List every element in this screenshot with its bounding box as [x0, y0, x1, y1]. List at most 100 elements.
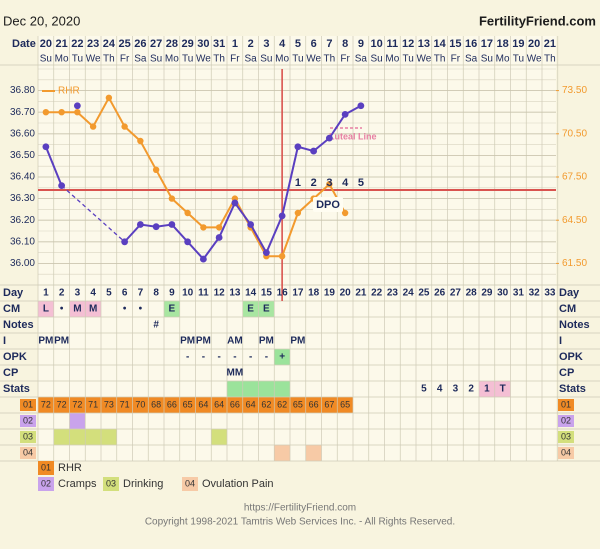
y-tick-label: 36.80 — [10, 85, 35, 96]
row-label: I — [3, 335, 6, 347]
rhr-cell-fill — [148, 397, 164, 413]
code-label: 01 — [23, 399, 33, 409]
cell-text: PM — [180, 336, 195, 347]
cell-text: MM — [227, 368, 244, 379]
rhr-point — [58, 109, 65, 116]
day-number: 17 — [292, 288, 304, 299]
date-label: 6 — [311, 38, 317, 50]
day-number: 3 — [75, 288, 81, 299]
weekday-label: Su — [260, 54, 272, 65]
legend-code: 04 — [185, 478, 195, 488]
day-number: 10 — [182, 288, 194, 299]
code-label: 03 — [23, 431, 33, 441]
row-label: Notes — [3, 319, 34, 331]
weekday-label: Sa — [134, 54, 147, 65]
temp-point — [278, 212, 286, 220]
rhr-cell-fill — [290, 397, 306, 413]
weekday-label: Fr — [230, 54, 240, 65]
rhr-cell-value: 72 — [41, 399, 51, 409]
legend-text: RHR — [58, 462, 82, 474]
row-label: CP — [559, 367, 574, 379]
rhr-point — [89, 123, 97, 130]
x-axis-label: Date — [12, 38, 36, 50]
symptom-cell-fill — [69, 429, 86, 445]
date-label: 17 — [481, 38, 493, 50]
cell-fill — [258, 381, 275, 397]
rhr-cell-value: 71 — [88, 399, 98, 409]
day-number: 23 — [387, 288, 399, 299]
date-label: 9 — [358, 38, 364, 50]
weekday-label: Th — [434, 54, 446, 65]
cell-text: L — [43, 304, 49, 315]
cell-text: + — [279, 352, 285, 363]
rhr-cell-fill — [305, 397, 322, 413]
legend-swatch — [38, 477, 54, 491]
date-label: 1 — [232, 38, 238, 50]
day-number: 15 — [261, 288, 273, 299]
cell-text: PM — [38, 336, 53, 347]
y2-tick-label: 67.50 — [562, 172, 587, 183]
row-label: CM — [3, 303, 20, 315]
rhr-cell-fill — [321, 397, 338, 413]
date-label: 8 — [342, 38, 348, 50]
weekday-label: Mo — [275, 54, 289, 65]
footer-url[interactable]: https://FertilityFriend.com — [244, 503, 356, 514]
y-tick-label: 36.20 — [10, 215, 35, 226]
y-tick-label: 36.10 — [10, 236, 35, 247]
cell-text: • — [60, 304, 64, 315]
weekday-label: We — [196, 54, 211, 65]
day-number: 21 — [355, 288, 367, 299]
temp-point — [73, 102, 81, 110]
date-label: 21 — [56, 38, 68, 50]
date-label: 20 — [40, 38, 52, 50]
rhr-cell-fill — [227, 397, 243, 413]
date-label: 13 — [418, 38, 430, 50]
y2-tick-label: 70.50 — [562, 128, 587, 139]
row-label: CP — [3, 367, 18, 379]
temp-point — [357, 102, 365, 110]
rhr-cell-value: 68 — [151, 399, 161, 409]
rhr-point — [74, 109, 81, 116]
day-number: 25 — [418, 288, 430, 299]
day-number: 31 — [513, 288, 525, 299]
day-number: 6 — [122, 288, 128, 299]
day-number: 11 — [198, 288, 209, 299]
dpo-number: 5 — [358, 177, 364, 189]
day-number: 24 — [403, 288, 415, 299]
rhr-point — [42, 109, 50, 116]
rhr-cell-value: 65 — [340, 399, 350, 409]
rhr-cell-fill — [337, 397, 353, 413]
cell-text: • — [123, 304, 127, 315]
day-number: 20 — [340, 288, 352, 299]
weekday-label: Sa — [355, 54, 368, 65]
day-number: 8 — [153, 288, 159, 299]
day-number: 14 — [245, 288, 257, 299]
date-label: 11 — [387, 38, 399, 50]
rhr-point — [105, 94, 113, 102]
y-tick-label: 36.60 — [10, 128, 35, 139]
rhr-point — [326, 181, 333, 188]
rhr-cell-fill — [116, 397, 133, 413]
rhr-cell-value: 65 — [293, 399, 303, 409]
temp-point — [341, 110, 349, 118]
date-label: 21 — [544, 38, 556, 50]
dpo-label: DPO — [316, 199, 340, 211]
cell-text: E — [247, 304, 254, 315]
code-label: 01 — [561, 399, 571, 409]
footer-copyright: Copyright 1998-2021 Tamtris Web Services… — [145, 517, 455, 528]
legend-swatch — [182, 477, 198, 491]
rhr-cell-fill — [53, 397, 70, 413]
day-number: 1 — [43, 288, 49, 299]
date-label: 20 — [528, 38, 540, 50]
rhr-legend-label: RHR — [58, 86, 80, 97]
date-label: 19 — [512, 38, 524, 50]
rhr-cell-value: 72 — [57, 399, 67, 409]
cell-text: 4 — [437, 384, 443, 395]
dpo-number: 2 — [311, 177, 317, 189]
weekday-label: We — [306, 54, 321, 65]
code-box — [558, 399, 574, 411]
date-label: 24 — [103, 38, 116, 50]
rhr-cell-fill — [258, 397, 275, 413]
weekday-label: Th — [213, 54, 225, 65]
